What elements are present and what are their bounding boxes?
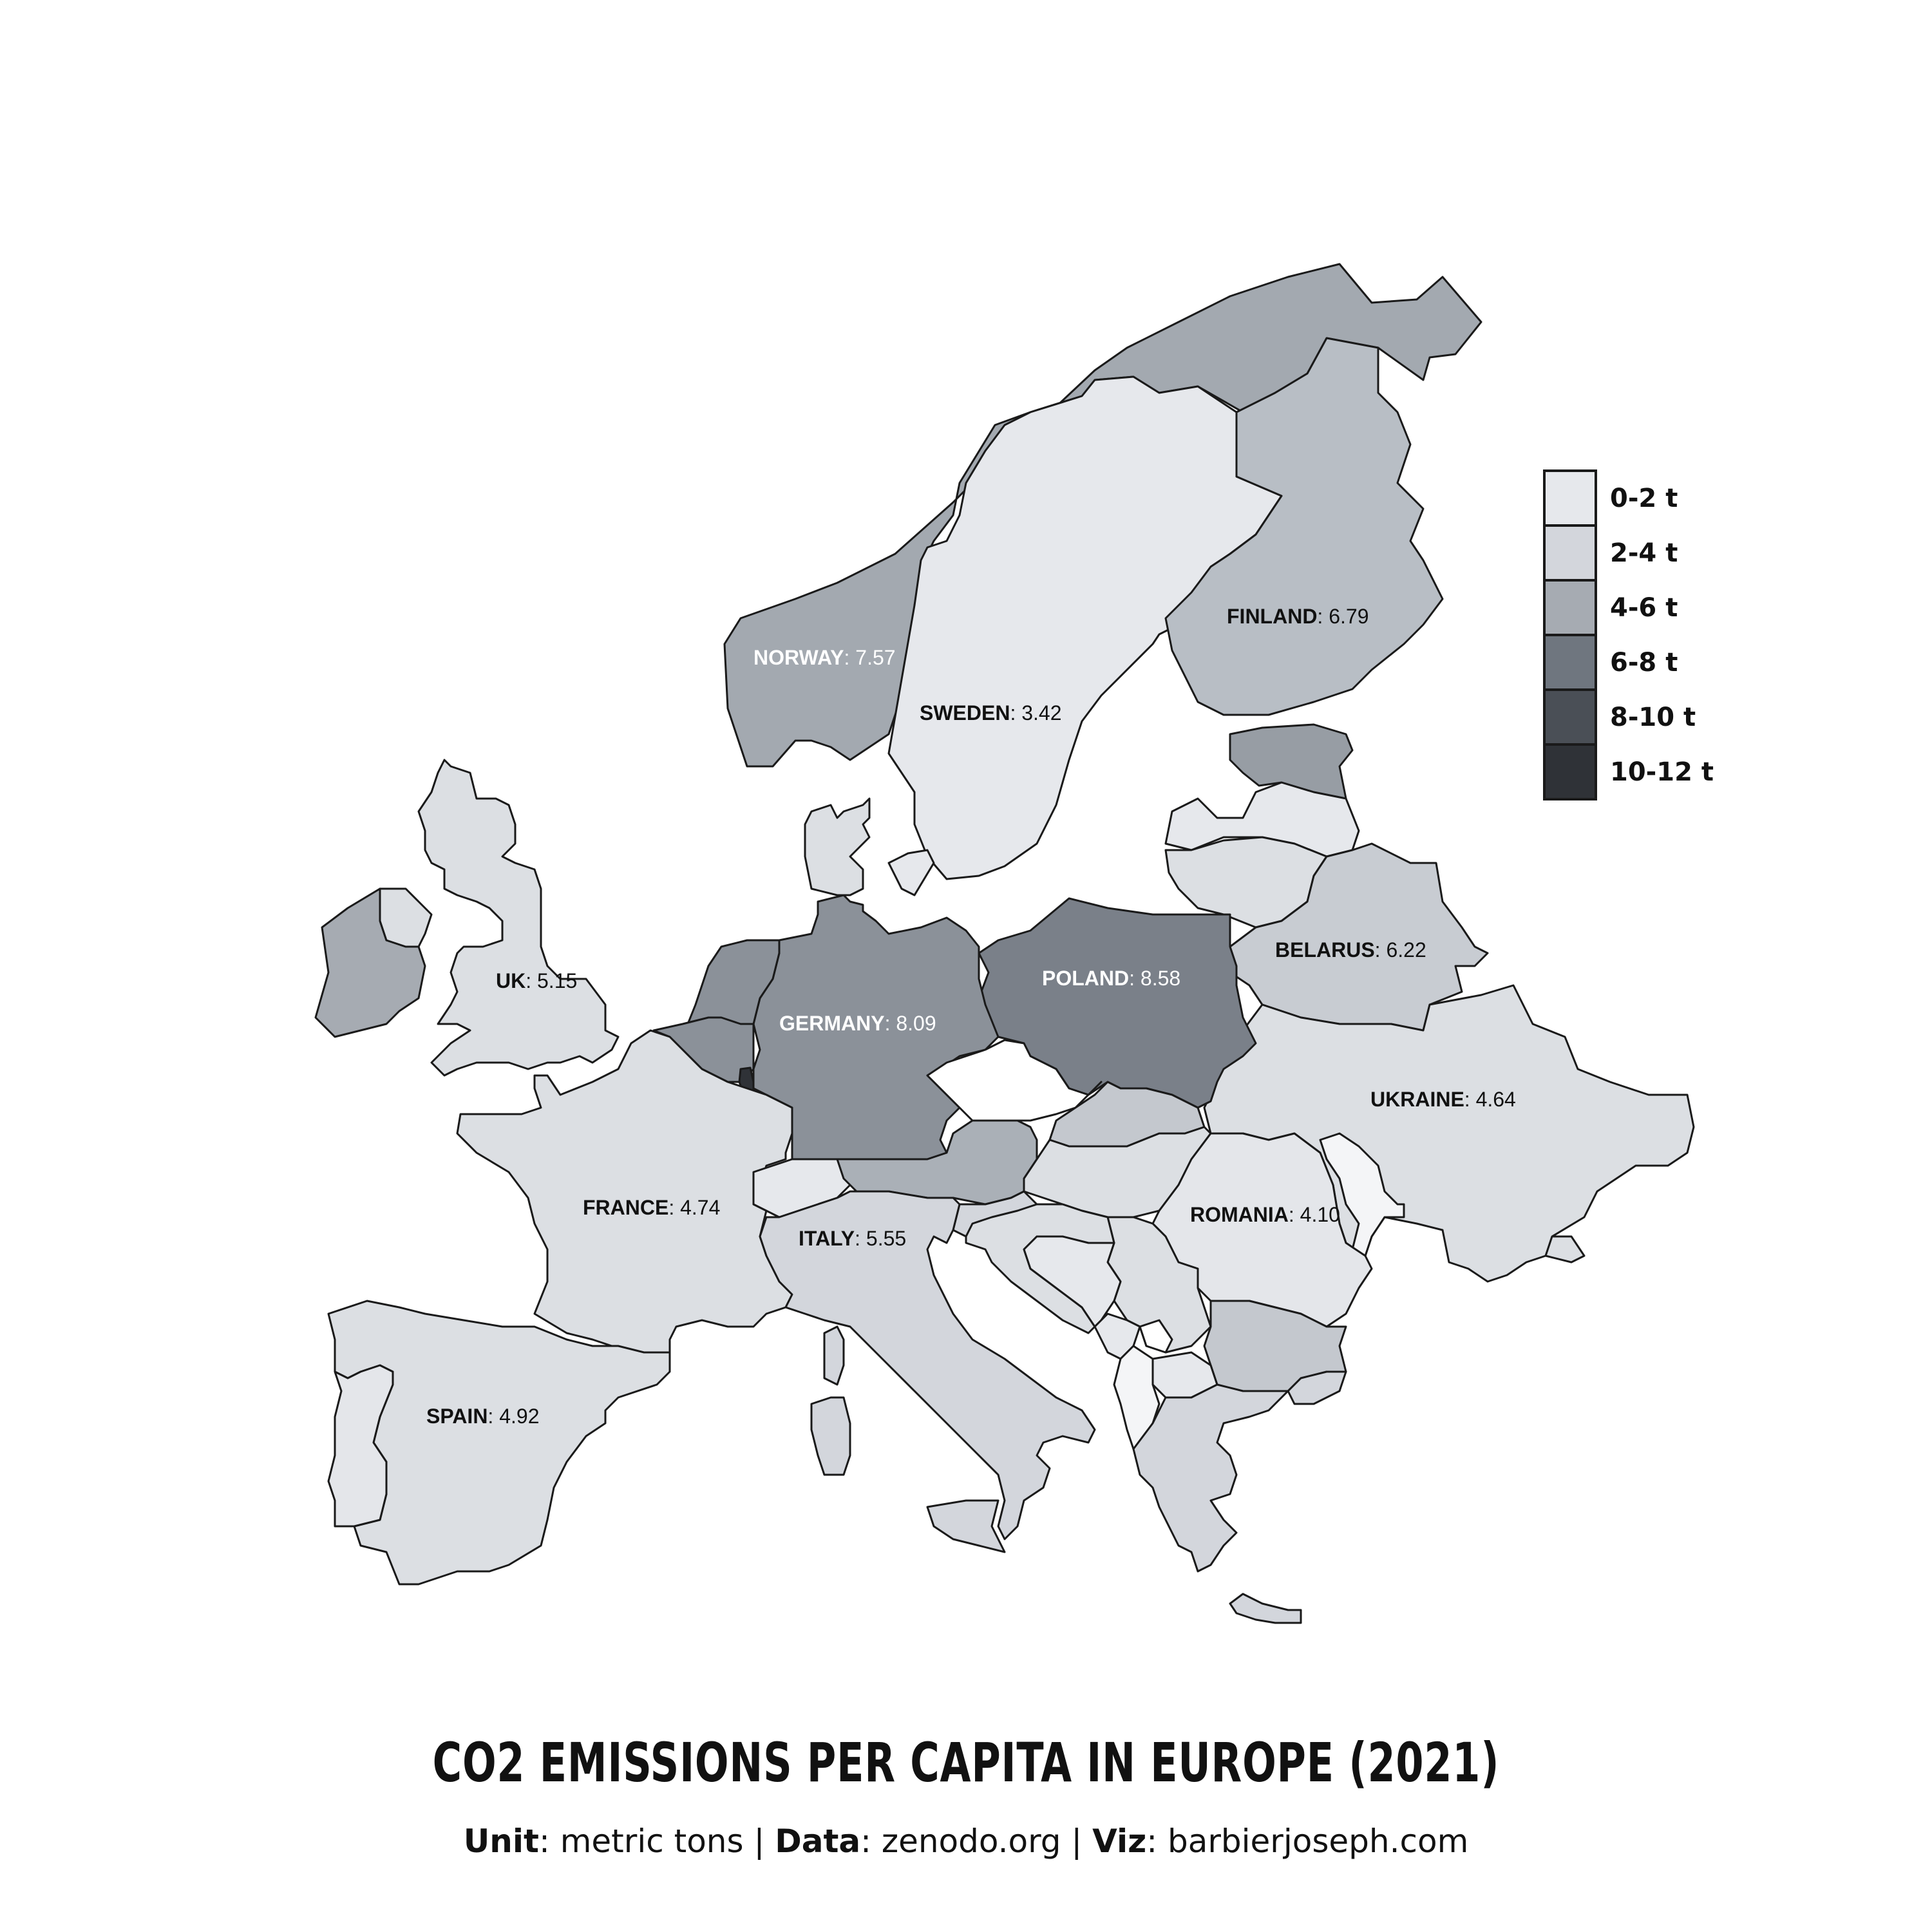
- legend-label: 0-2 t: [1610, 484, 1678, 513]
- country-sweden-island: [887, 849, 935, 896]
- legend-label: 4-6 t: [1610, 593, 1678, 623]
- country-denmark: [804, 797, 871, 896]
- country-czechia: [926, 1039, 1103, 1122]
- chart-subtitle: Unit: metric tons | Data: zenodo.org | V…: [463, 1823, 1469, 1860]
- country-germany: [752, 894, 999, 1167]
- separator-1: |: [753, 1823, 765, 1860]
- country-italy: [759, 1190, 1096, 1540]
- country-turkey-fragment: [1287, 1370, 1347, 1405]
- country-slovenia: [952, 1190, 1038, 1238]
- country-finland: [1164, 337, 1444, 716]
- legend-label: 10-12 t: [1610, 757, 1714, 787]
- country-moldova: [1319, 1132, 1405, 1257]
- viz-value: barbierjoseph.com: [1167, 1823, 1469, 1860]
- legend-label: 2-4 t: [1610, 538, 1678, 568]
- legend-swatch: [1543, 524, 1597, 582]
- unit-value: metric tons: [560, 1823, 744, 1860]
- country-france: [456, 1029, 793, 1360]
- legend-label: 8-10 t: [1610, 703, 1696, 732]
- legend-swatch: [1543, 743, 1597, 800]
- country-sardinia: [810, 1396, 851, 1476]
- country-uk: [417, 759, 620, 1077]
- country-corsica: [823, 1325, 845, 1386]
- data-label: Data: [775, 1823, 861, 1860]
- unit-label: Unit: [463, 1823, 539, 1860]
- legend-swatch: [1543, 579, 1597, 636]
- country-latvia: [1164, 781, 1360, 858]
- legend-swatch: [1543, 469, 1597, 527]
- country-switzerland: [752, 1158, 851, 1218]
- data-value: zenodo.org: [881, 1823, 1061, 1860]
- legend-swatch: [1543, 688, 1597, 746]
- legend: 0-2 t 2-4 t 4-6 t 6-8 t 8-10 t 10-12 t: [1543, 469, 1714, 800]
- country-greece: [1132, 1383, 1289, 1573]
- legend-swatch: [1543, 634, 1597, 691]
- separator-2: |: [1071, 1823, 1083, 1860]
- country-sicily: [926, 1499, 1006, 1553]
- country-crete: [1229, 1593, 1302, 1624]
- country-montenegro: [1094, 1312, 1141, 1360]
- country-bosnia: [1023, 1235, 1122, 1328]
- viz-label: Viz: [1092, 1823, 1147, 1860]
- country-northern-ireland: [379, 887, 433, 948]
- legend-label: 6-8 t: [1610, 648, 1678, 677]
- country-portugal: [327, 1364, 394, 1528]
- country-kosovo: [1139, 1319, 1173, 1354]
- chart-title: CO2 EMISSIONS PER CAPITA IN EUROPE (2021…: [432, 1731, 1500, 1794]
